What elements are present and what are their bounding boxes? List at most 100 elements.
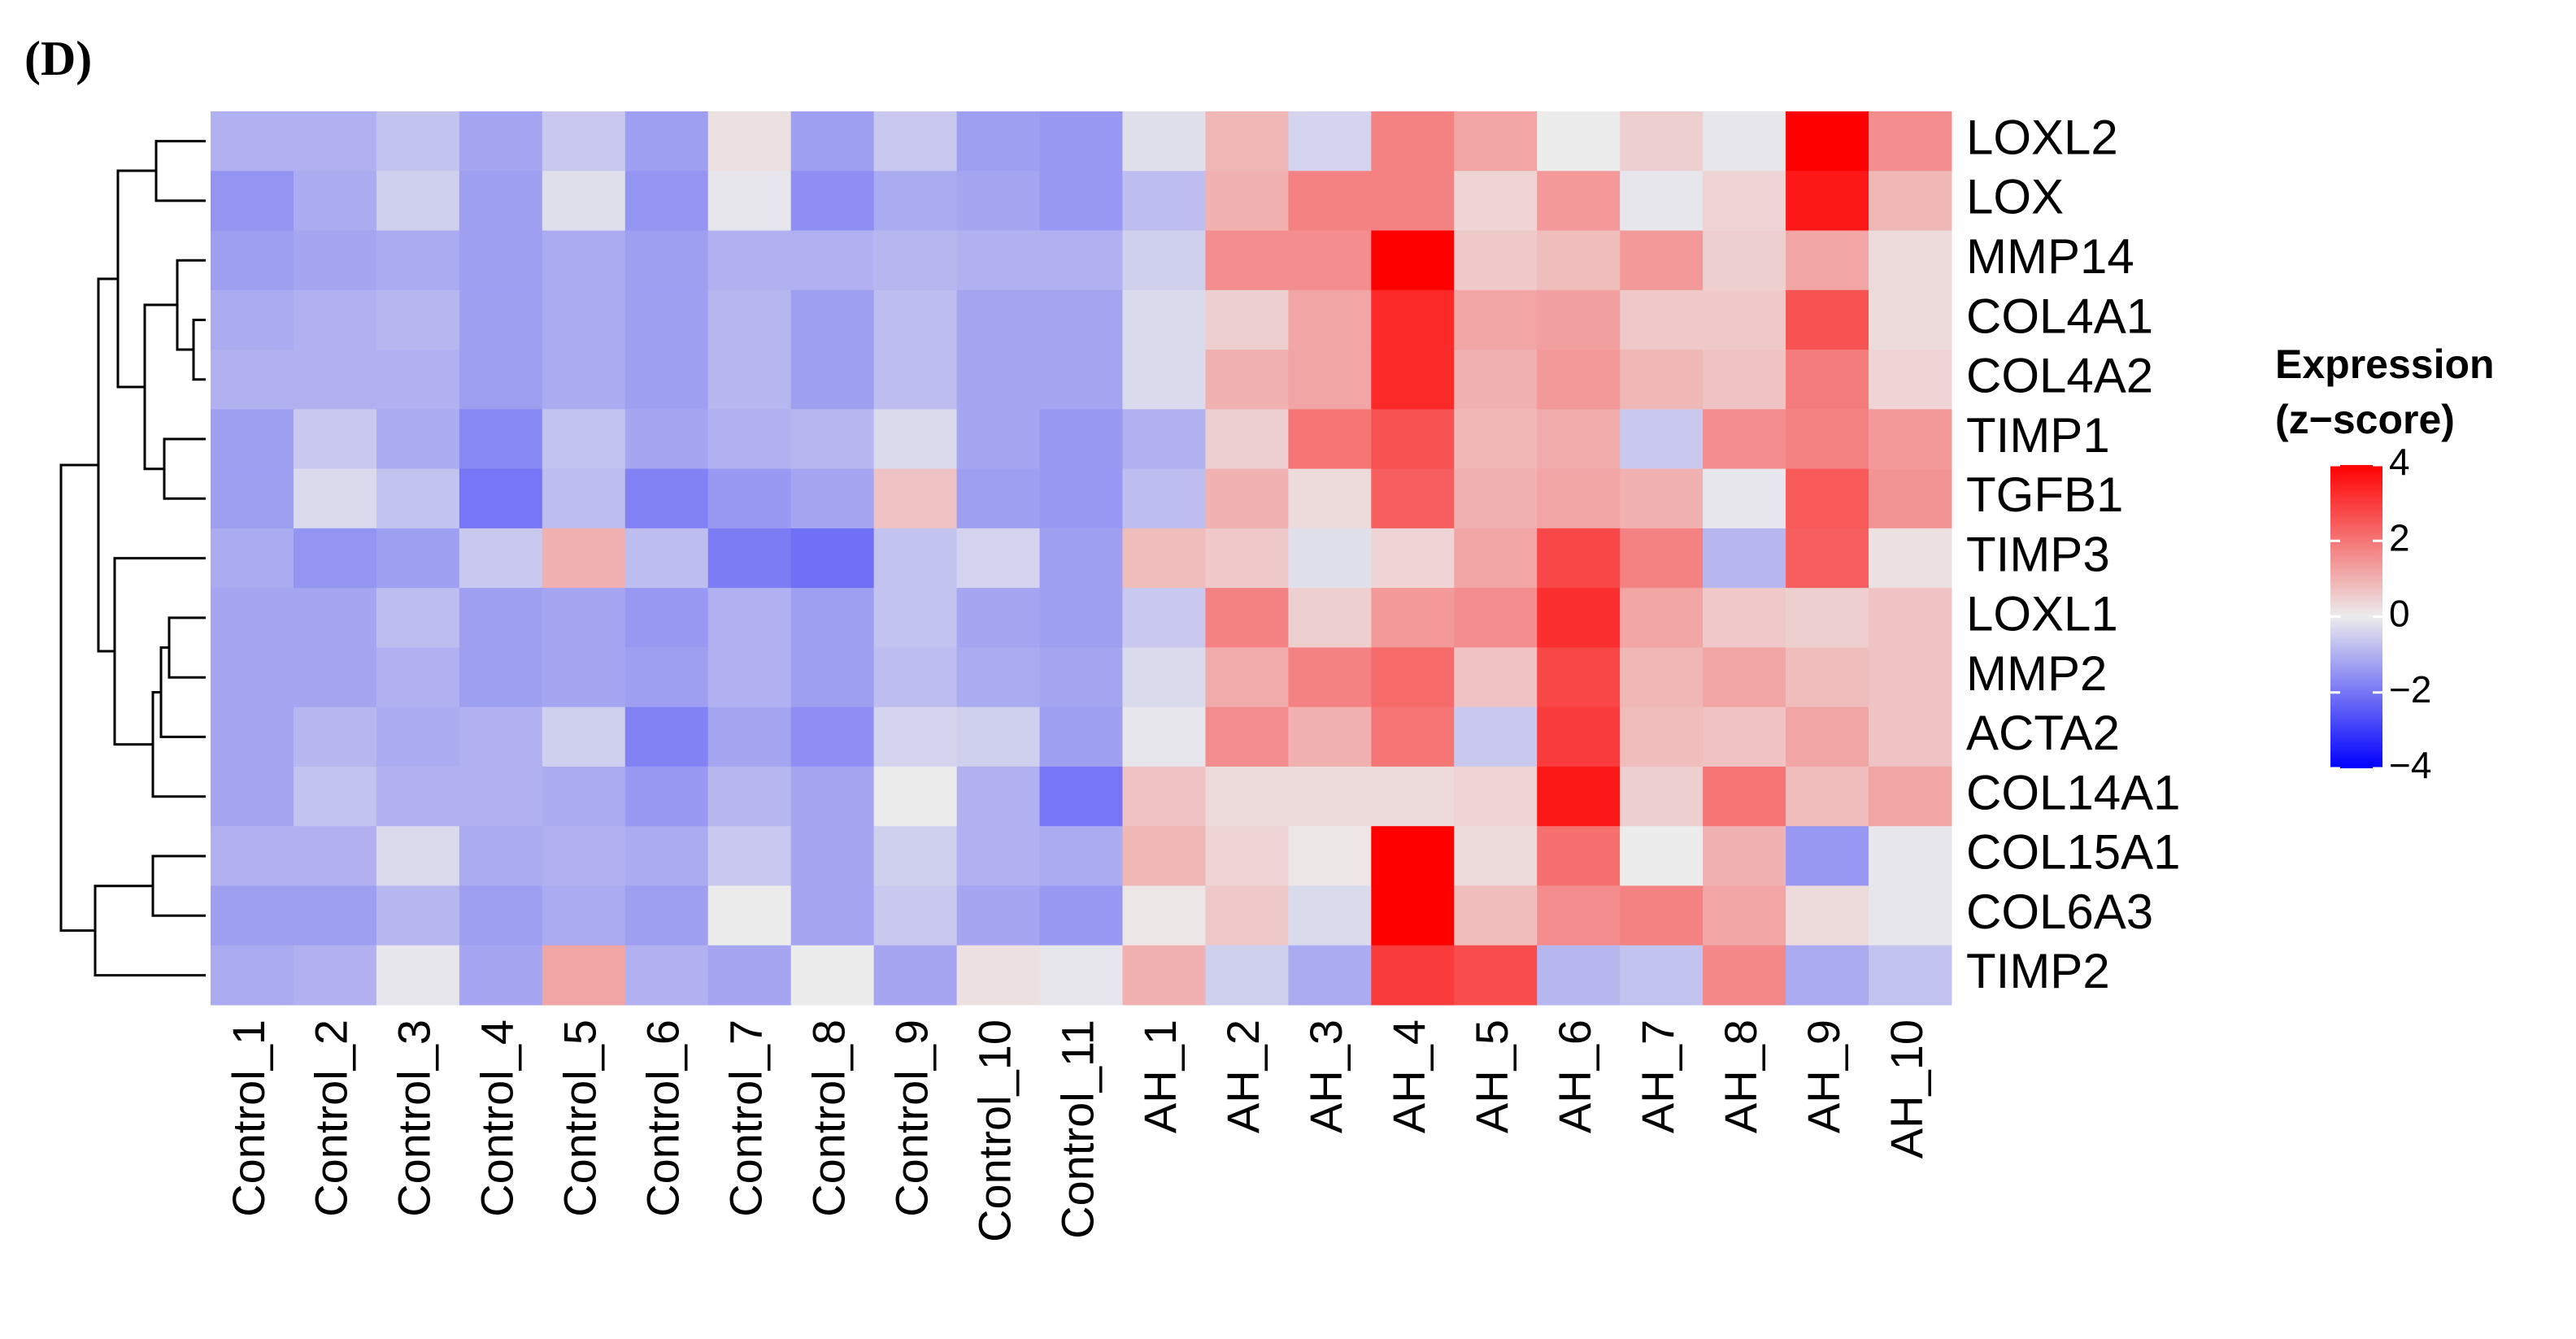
heat-cell xyxy=(873,350,958,410)
heat-cell xyxy=(293,468,377,529)
heat-cell xyxy=(376,111,460,172)
heat-cell xyxy=(873,945,958,1006)
heat-cell xyxy=(1122,647,1206,708)
heat-cell xyxy=(1869,350,1952,410)
heat-cell xyxy=(707,289,792,350)
heat-cell xyxy=(459,945,543,1006)
heat-cell xyxy=(1205,171,1289,232)
heat-cell xyxy=(1122,588,1206,648)
heat-cell xyxy=(1454,409,1538,470)
heat-cell xyxy=(1703,766,1786,827)
legend-title: (z−score) xyxy=(2275,397,2455,442)
heat-cell xyxy=(790,230,875,291)
heat-cell xyxy=(1039,706,1123,767)
heat-cell xyxy=(873,766,958,827)
color-bar-label: −4 xyxy=(2389,744,2431,786)
heat-cell xyxy=(1205,409,1289,470)
heat-cell xyxy=(1454,289,1538,350)
heat-cell xyxy=(1039,111,1123,172)
heat-cell xyxy=(1537,945,1621,1006)
heat-cell xyxy=(1288,171,1372,232)
heat-cell xyxy=(790,766,875,827)
heat-cell xyxy=(790,826,875,886)
heat-cell xyxy=(1288,706,1372,767)
heat-cell xyxy=(211,706,294,767)
heat-cell xyxy=(873,528,958,589)
heat-cell xyxy=(873,171,958,232)
heat-cell xyxy=(1869,647,1952,708)
heat-cell xyxy=(873,706,958,767)
heat-cell xyxy=(1205,945,1289,1006)
heat-cell xyxy=(1537,766,1621,827)
heat-cell xyxy=(376,171,460,232)
heat-cell xyxy=(1039,468,1123,529)
heat-cell xyxy=(707,706,792,767)
heat-cell xyxy=(459,171,543,232)
column-label: AH_7 xyxy=(1632,1019,1683,1133)
heat-cell xyxy=(707,111,792,172)
heat-cell xyxy=(873,826,958,886)
heat-cell xyxy=(211,350,294,410)
heat-cell xyxy=(624,885,709,946)
column-label: AH_10 xyxy=(1881,1019,1932,1159)
heat-cell xyxy=(1703,706,1786,767)
heat-cell xyxy=(1122,171,1206,232)
heat-cell xyxy=(624,111,709,172)
heat-cell xyxy=(1371,350,1455,410)
heat-cell xyxy=(1869,766,1952,827)
row-label: COL14A1 xyxy=(1966,765,2181,819)
heat-cell xyxy=(1703,826,1786,886)
heat-cell xyxy=(1288,409,1372,470)
heat-cell xyxy=(1205,647,1289,708)
heat-cell xyxy=(790,528,875,589)
heat-cell xyxy=(1869,111,1952,172)
heat-cell xyxy=(1703,647,1786,708)
heat-cell xyxy=(542,111,626,172)
heat-cell xyxy=(1288,885,1372,946)
heat-cell xyxy=(1786,409,1869,470)
heat-cell xyxy=(1620,409,1704,470)
heat-cell xyxy=(376,945,460,1006)
heat-cell xyxy=(1122,528,1206,589)
heat-cell xyxy=(1703,885,1786,946)
heat-cell xyxy=(1371,826,1455,886)
panel-label: (D) xyxy=(24,32,92,85)
heat-cell xyxy=(1703,409,1786,470)
column-label: Control_7 xyxy=(720,1019,771,1217)
heat-cell xyxy=(1205,230,1289,291)
heat-cell xyxy=(376,647,460,708)
column-label: Control_8 xyxy=(803,1019,854,1217)
heat-cell xyxy=(1537,289,1621,350)
column-label: AH_6 xyxy=(1549,1019,1600,1133)
heat-cell xyxy=(707,528,792,589)
heat-cell xyxy=(956,230,1041,291)
heat-cell xyxy=(790,111,875,172)
heat-cell xyxy=(1371,111,1455,172)
heat-cell xyxy=(707,230,792,291)
heat-cell xyxy=(1371,468,1455,529)
heat-cell xyxy=(1122,289,1206,350)
heat-cell xyxy=(873,885,958,946)
heat-cell xyxy=(1288,826,1372,886)
heat-cell xyxy=(1537,230,1621,291)
heat-cell xyxy=(1288,350,1372,410)
heat-cell xyxy=(459,111,543,172)
column-label: AH_1 xyxy=(1134,1019,1186,1133)
heat-cell xyxy=(293,945,377,1006)
row-label: MMP14 xyxy=(1966,229,2134,284)
heat-cell xyxy=(1454,528,1538,589)
heat-cell xyxy=(1371,528,1455,589)
heat-cell xyxy=(211,885,294,946)
heat-cell xyxy=(1454,766,1538,827)
heat-cell xyxy=(1039,528,1123,589)
heat-cell xyxy=(1537,171,1621,232)
heat-cell xyxy=(1371,171,1455,232)
color-bar-label: −2 xyxy=(2389,668,2431,711)
heat-cell xyxy=(707,647,792,708)
heat-cell xyxy=(211,171,294,232)
heat-cell xyxy=(542,945,626,1006)
heat-cell xyxy=(1537,706,1621,767)
heat-cell xyxy=(790,289,875,350)
column-label: Control_1 xyxy=(223,1019,274,1217)
